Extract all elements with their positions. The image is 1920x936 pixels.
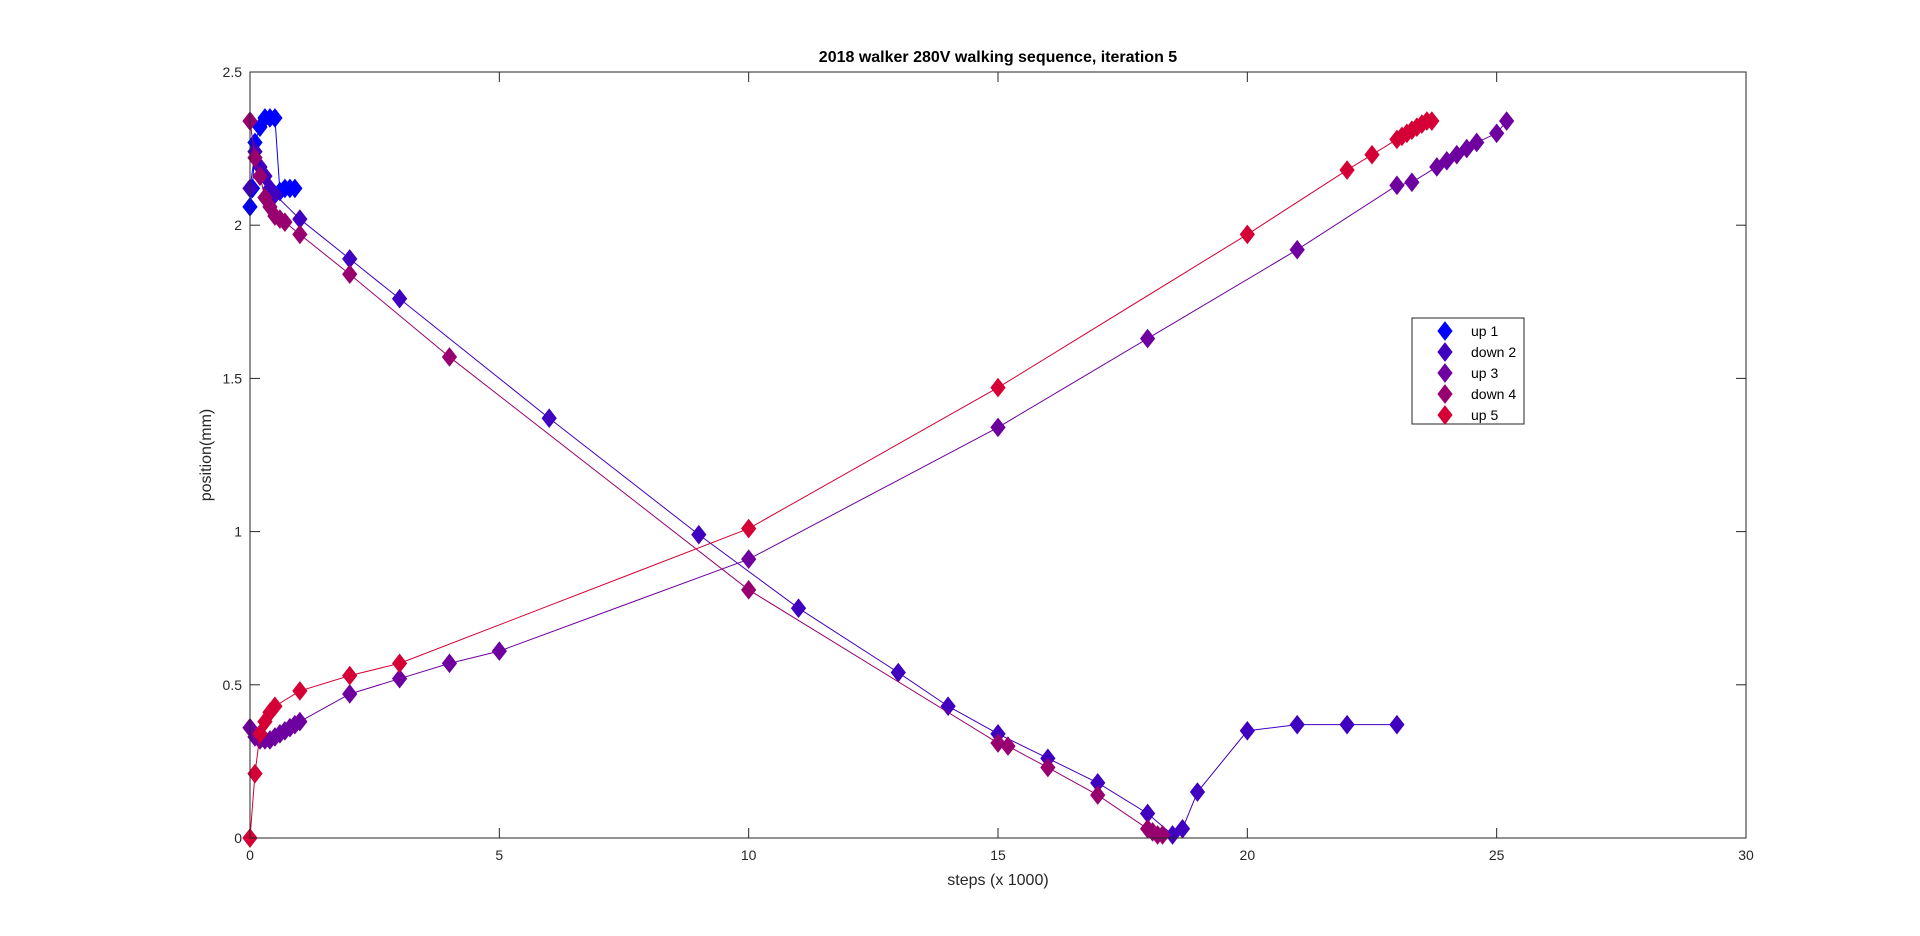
data-point: [1389, 175, 1405, 196]
y-tick-label: 0.5: [223, 677, 243, 693]
data-point: [491, 641, 507, 661]
data-point: [990, 417, 1006, 438]
data-point: [691, 524, 707, 545]
series-up-3: [242, 111, 1515, 750]
data-point: [391, 653, 408, 674]
x-axis: 0 5 10 15 20 25 30: [246, 72, 1754, 863]
legend-label: down 2: [1471, 344, 1516, 360]
data-point: [1449, 144, 1465, 165]
data-point: [1090, 785, 1106, 805]
y-axis-label: position(mm): [198, 409, 215, 501]
data-point: [267, 108, 283, 128]
plot-area: [250, 72, 1746, 838]
data-point: [990, 377, 1006, 398]
data-point: [277, 212, 293, 232]
legend: up 1 down 2 up 3 down 4 up 5: [1411, 317, 1525, 425]
data-point: [790, 598, 807, 619]
legend-box: [1411, 317, 1525, 425]
data-point: [1339, 714, 1355, 735]
legend-marker: [1437, 384, 1453, 404]
legend-label: up 5: [1471, 407, 1498, 423]
legend-marker: [1437, 405, 1453, 425]
data-point: [1469, 132, 1485, 153]
data-point: [1364, 144, 1380, 165]
data-point: [391, 668, 408, 689]
series-layer: [242, 108, 1515, 848]
legend-marker: [1437, 363, 1453, 383]
y-tick-label: 2: [234, 217, 242, 233]
legend-label: down 4: [1471, 386, 1516, 402]
data-point: [1000, 736, 1016, 756]
data-point: [1239, 224, 1255, 245]
series-up-5: [242, 111, 1440, 848]
legend-label: up 1: [1471, 323, 1498, 339]
data-point: [252, 166, 268, 186]
x-tick-label: 5: [495, 847, 503, 863]
data-point: [1459, 138, 1475, 159]
series-down-4: [242, 111, 1171, 845]
data-point: [441, 653, 458, 674]
data-point: [741, 580, 757, 600]
data-point: [342, 684, 358, 704]
x-tick-label: 20: [1240, 847, 1256, 863]
data-point: [292, 681, 308, 701]
data-point: [1239, 720, 1255, 741]
data-point: [1499, 111, 1515, 131]
legend-marker: [1437, 321, 1453, 341]
legend-label: up 3: [1471, 365, 1498, 381]
data-point: [1139, 328, 1156, 349]
data-point: [1289, 714, 1305, 735]
data-point: [287, 178, 303, 199]
data-point: [441, 347, 458, 367]
data-point: [267, 696, 283, 717]
data-point: [741, 549, 757, 569]
y-tick-label: 1.5: [223, 370, 243, 386]
data-point: [1429, 157, 1445, 177]
data-point: [541, 408, 557, 429]
data-point: [1424, 111, 1440, 131]
data-point: [342, 665, 358, 686]
chart-title: 2018 walker 280V walking sequence, itera…: [819, 49, 1178, 66]
data-point: [1189, 782, 1206, 802]
data-point: [292, 224, 308, 245]
data-point: [1154, 825, 1171, 845]
x-tick-label: 30: [1738, 847, 1754, 863]
data-point: [741, 518, 757, 539]
data-point: [1164, 825, 1181, 845]
data-point: [1339, 160, 1355, 180]
data-point: [1389, 714, 1405, 735]
y-tick-label: 2.5: [223, 64, 243, 80]
legend-marker: [1437, 342, 1453, 362]
data-point: [1040, 757, 1056, 778]
y-tick-label: 0: [234, 830, 242, 846]
data-point: [1439, 151, 1455, 171]
y-axis: 0 0.5 1 1.5 2 2.5: [223, 64, 1746, 846]
data-point: [342, 264, 358, 285]
x-tick-label: 25: [1489, 847, 1505, 863]
x-tick-label: 10: [741, 847, 757, 863]
data-point: [1289, 239, 1305, 260]
x-axis-label: steps (x 1000): [947, 872, 1048, 889]
x-tick-label: 0: [246, 847, 254, 863]
data-point: [391, 288, 408, 309]
y-tick-label: 1: [234, 524, 242, 540]
data-point: [292, 711, 308, 732]
x-tick-label: 15: [990, 847, 1006, 863]
data-point: [1489, 123, 1505, 144]
data-point: [1404, 172, 1420, 193]
